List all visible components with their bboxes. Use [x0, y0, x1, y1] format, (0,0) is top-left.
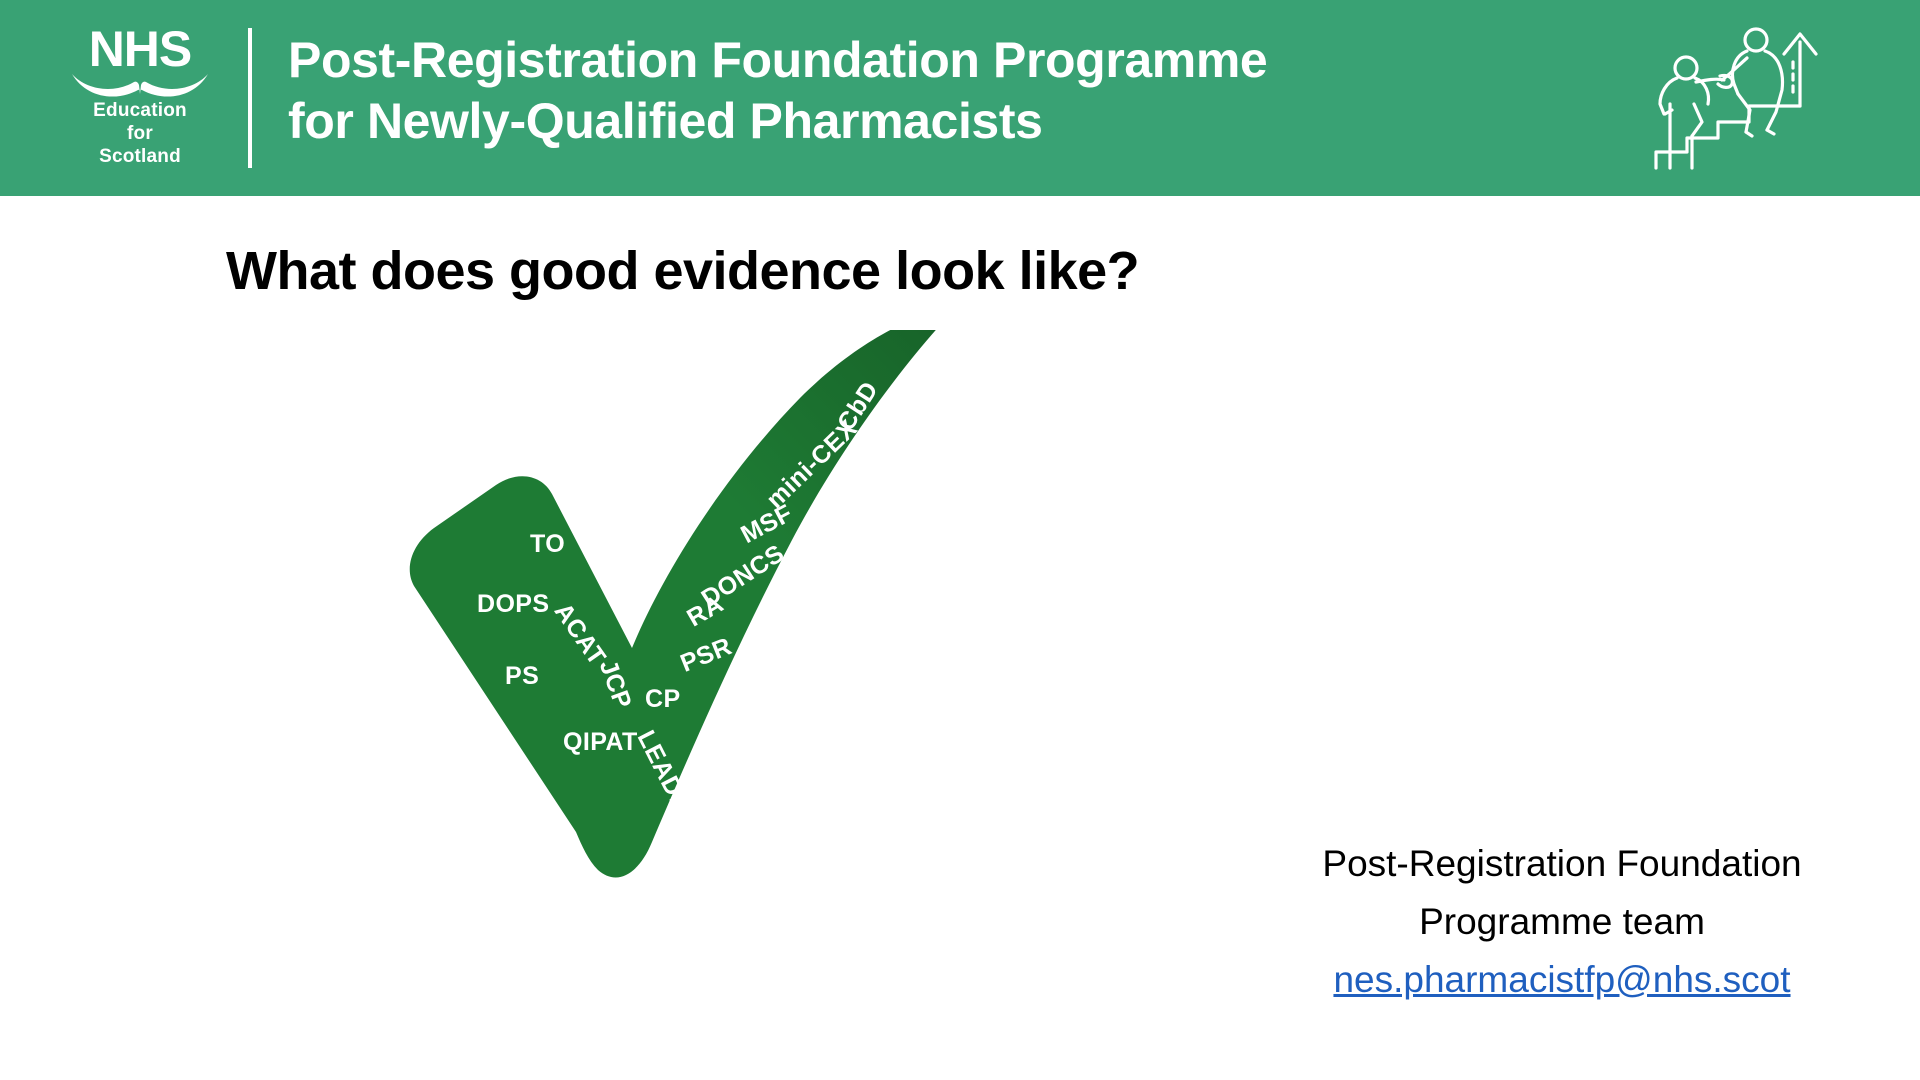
nhs-logo-line-for: for — [127, 123, 153, 144]
evidence-checkmark-graphic: TO DOPS ACAT PS JCP CP QIPAT LEADER PSR … — [400, 330, 1200, 1050]
page-title: What does good evidence look like? — [226, 241, 1140, 301]
header-title: Post-Registration Foundation Programme f… — [288, 32, 1268, 149]
nhs-education-scotland-logo: NHS Education for Scotland — [70, 24, 210, 174]
contact-team-line-1: Post-Registration Foundation — [1322, 843, 1802, 884]
nhs-logo-line-scotland: Scotland — [99, 146, 181, 167]
nhs-wordmark: NHS — [88, 21, 193, 77]
contact-email-link[interactable]: nes.pharmacistfp@nhs.scot — [1333, 959, 1791, 1000]
nhs-logo-line-education: Education — [93, 100, 187, 121]
page-header: NHS Education for Scotland Post-Registra… — [0, 0, 1920, 196]
header-divider — [248, 28, 252, 168]
two-people-climbing-steps-with-up-arrow-icon — [1654, 27, 1818, 170]
green-checkmark-icon — [409, 330, 936, 878]
contact-block: Post-Registration Foundation Programme t… — [1262, 835, 1862, 1009]
contact-team-line-2: Programme team — [1419, 901, 1705, 942]
nhs-swoosh-icon — [72, 74, 208, 97]
